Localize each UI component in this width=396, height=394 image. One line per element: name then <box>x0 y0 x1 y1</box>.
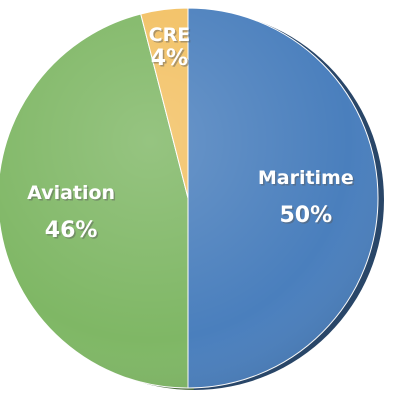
pie-labels: MaritimeMaritime50%50%AviationAviation46… <box>27 24 355 244</box>
slice-pct-maritime-shadow: 50% <box>281 205 334 230</box>
slice-name-aviation: Aviation <box>27 182 115 204</box>
slice-pct-maritime: 50% <box>279 203 332 228</box>
slice-pct-aviation: 46% <box>45 218 98 243</box>
slice-pct-cre-shadow: 4% <box>152 47 189 72</box>
slice-name-aviation-shadow: Aviation <box>29 183 117 205</box>
slice-pct-aviation-shadow: 46% <box>46 219 99 244</box>
slice-pct-cre: 4% <box>151 46 188 71</box>
slice-name-maritime: Maritime <box>258 167 354 189</box>
pie-slice-maritime <box>187 7 379 389</box>
slice-name-cre-shadow: CRE <box>150 25 192 47</box>
slice-name-cre: CRE <box>149 24 191 46</box>
slice-name-maritime-shadow: Maritime <box>259 169 355 191</box>
